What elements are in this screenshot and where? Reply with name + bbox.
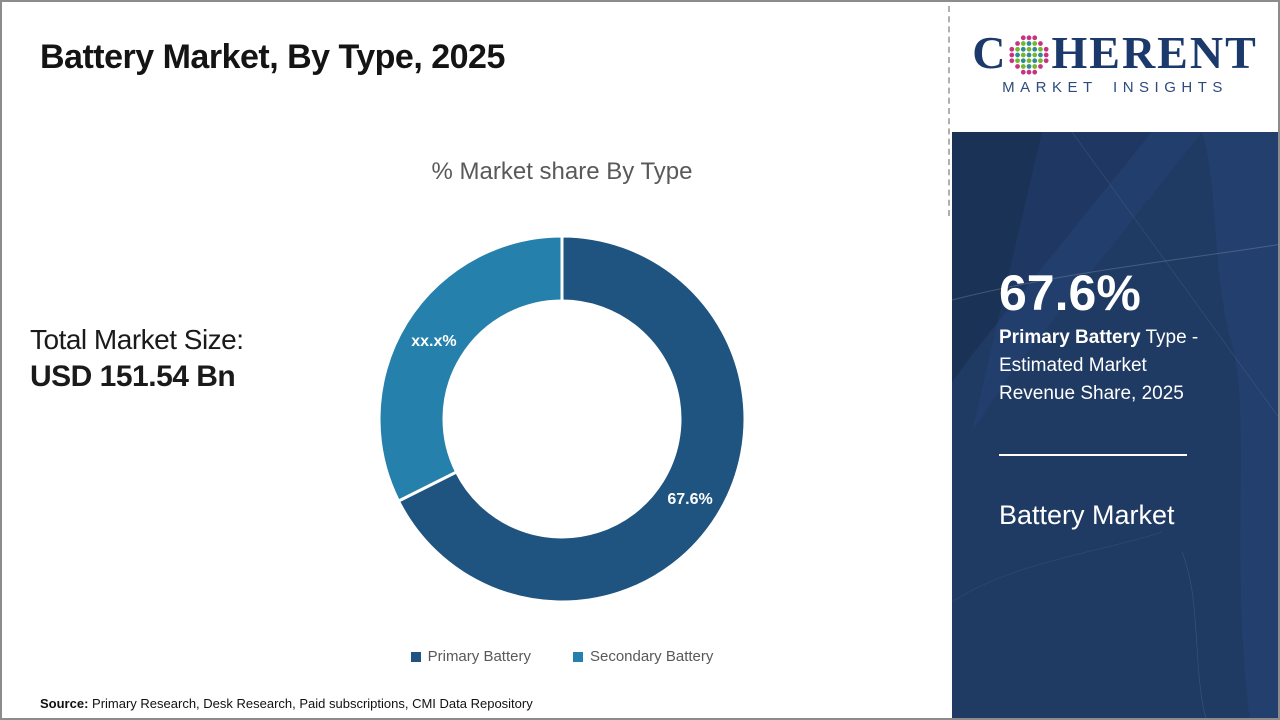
total-market-size-block: Total Market Size: USD 151.54 Bn bbox=[30, 324, 244, 394]
world-map-texture bbox=[952, 132, 1278, 718]
sidebar-stat-description: Primary Battery Type - Estimated Market … bbox=[999, 324, 1224, 408]
source-text: Primary Research, Desk Research, Paid su… bbox=[88, 696, 533, 711]
total-market-size-label: Total Market Size: bbox=[30, 324, 244, 355]
sidebar-panel: 67.6% Primary Battery Type - Estimated M… bbox=[952, 132, 1278, 718]
legend-item-primary-battery: Primary Battery bbox=[410, 648, 531, 665]
source-label: Source: bbox=[40, 696, 89, 711]
legend-swatch-secondary-icon bbox=[572, 651, 583, 662]
chart-legend: Primary Battery Secondary Battery bbox=[357, 648, 767, 665]
legend-label-primary: Primary Battery bbox=[427, 648, 531, 665]
coherent-market-insights-logo: C HERENT MARKET INSIGHTS bbox=[964, 30, 1266, 97]
sidebar-divider bbox=[999, 454, 1187, 456]
donut-segment-secondary-battery bbox=[377, 234, 564, 504]
legend-label-secondary: Secondary Battery bbox=[589, 648, 714, 665]
legend-item-secondary-battery: Secondary Battery bbox=[572, 648, 714, 665]
legend-swatch-primary-icon bbox=[410, 651, 421, 662]
source-line: Source: Primary Research, Desk Research,… bbox=[40, 696, 533, 711]
coherent-globe-icon bbox=[1009, 35, 1050, 75]
sidebar-desc-rest: Type - Estimated Market Revenue Share, 2… bbox=[999, 327, 1199, 404]
logo-letter-c: C bbox=[972, 27, 1008, 78]
donut-slice-label: 67.6% bbox=[667, 491, 712, 508]
dashed-divider bbox=[948, 6, 950, 216]
sidebar-stat-value: 67.6% bbox=[999, 265, 1141, 321]
sidebar-desc-bold: Primary Battery bbox=[999, 327, 1141, 348]
page-title: Battery Market, By Type, 2025 bbox=[40, 38, 505, 76]
donut-slice-label: xx.x% bbox=[411, 333, 456, 350]
logo-letters-herent: HERENT bbox=[1051, 27, 1258, 78]
logo-wordmark: C HERENT bbox=[964, 30, 1266, 76]
total-market-size-value: USD 151.54 Bn bbox=[30, 360, 236, 393]
logo-tagline: MARKET INSIGHTS bbox=[1002, 79, 1228, 96]
donut-chart: 67.6% xx.x% bbox=[377, 234, 747, 604]
donut-segment-primary-battery bbox=[396, 234, 747, 604]
sidebar-market-name: Battery Market bbox=[999, 500, 1175, 530]
chart-title: % Market share By Type bbox=[431, 158, 693, 185]
